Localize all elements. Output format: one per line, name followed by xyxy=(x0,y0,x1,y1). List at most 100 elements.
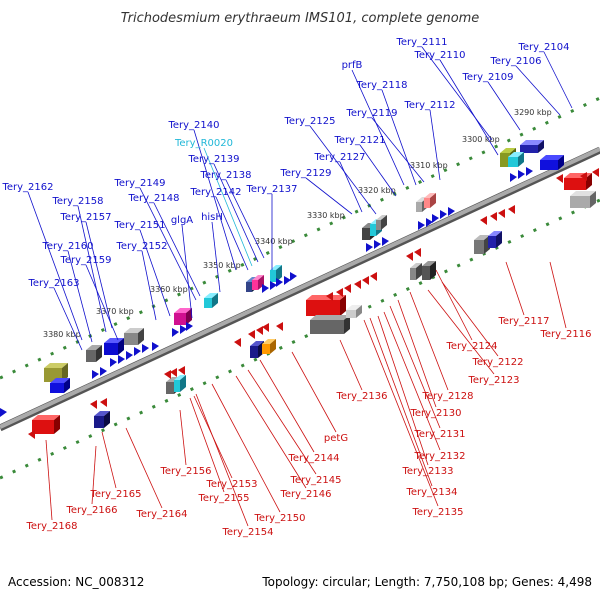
gene-block xyxy=(488,231,502,248)
gene-block xyxy=(310,315,350,334)
label-leader-line xyxy=(247,369,317,475)
forward-arrow xyxy=(276,278,283,287)
label-leader-line xyxy=(409,291,449,391)
kbp-tick-label: 3330 kbp xyxy=(307,211,345,220)
forward-arrow xyxy=(0,408,7,417)
reverse-arrow xyxy=(580,172,587,181)
label-leader-line xyxy=(139,229,171,317)
gene-label: Tery_2165 xyxy=(89,489,141,500)
reverse-arrow xyxy=(370,272,377,281)
label-leader-line xyxy=(189,397,225,493)
reverse-arrow xyxy=(164,370,171,379)
label-leader-line xyxy=(85,264,119,341)
label-leader-line xyxy=(377,315,429,466)
label-leader-line xyxy=(389,305,441,429)
reverse-arrow xyxy=(508,205,515,214)
gene-block xyxy=(474,235,490,254)
gene-label: Tery_2154 xyxy=(221,527,273,538)
label-leader-line xyxy=(141,250,157,321)
forward-arrow xyxy=(100,367,107,376)
gene-label: Tery_2159 xyxy=(59,255,111,266)
gene-label: Tery_2125 xyxy=(283,116,335,127)
forward-arrow xyxy=(110,358,117,367)
gene-block xyxy=(346,305,362,318)
label-leader-line xyxy=(85,221,113,329)
gene-label: Tery_2123 xyxy=(467,375,519,386)
gene-label: Tery_2135 xyxy=(411,507,463,518)
reverse-arrow xyxy=(234,338,241,347)
genome-backbone xyxy=(0,147,600,429)
label-leader-line xyxy=(235,375,307,489)
label-leader-line xyxy=(339,339,363,391)
reverse-arrow xyxy=(556,174,563,183)
gene-label: Tery_2163 xyxy=(27,278,79,289)
reverse-arrow xyxy=(100,398,107,407)
label-leader-line xyxy=(211,383,281,513)
label-leader-line xyxy=(427,289,495,375)
forward-arrow xyxy=(366,243,373,252)
accession-text: Accession: NC_008312 xyxy=(8,575,144,589)
gene-label: Tery_2106 xyxy=(489,56,541,67)
label-leader-line xyxy=(27,191,83,341)
gene-label: Tery_2124 xyxy=(445,341,497,352)
gene-label: Tery_2153 xyxy=(205,479,257,490)
reverse-arrow xyxy=(414,248,421,257)
gene-label: Tery_2118 xyxy=(355,80,407,91)
label-leader-line xyxy=(397,299,437,408)
gene-block xyxy=(422,261,436,280)
gene-label: Tery_2136 xyxy=(335,391,387,402)
forward-gene-block xyxy=(540,155,564,170)
label-leader-line xyxy=(211,221,221,293)
rna-feature-block xyxy=(204,293,218,308)
label-leader-line xyxy=(181,224,193,319)
gene-label: Tery_2137 xyxy=(245,184,297,195)
gene-label: petG xyxy=(324,433,348,444)
forward-arrow xyxy=(172,328,179,337)
gene-label: Tery_2130 xyxy=(409,408,461,419)
label-leader-line xyxy=(487,81,521,131)
gene-label: Tery_2127 xyxy=(313,152,365,163)
label-leader-line xyxy=(101,431,117,489)
forward-arrow xyxy=(180,325,187,334)
reverse-arrow xyxy=(90,400,97,409)
gene-label: Tery_2139 xyxy=(187,154,239,165)
label-leader-line xyxy=(543,51,573,109)
label-leader-line xyxy=(421,46,493,141)
label-leader-line xyxy=(505,261,525,316)
gene-label: Tery_2132 xyxy=(413,451,465,462)
label-leader-line xyxy=(351,69,405,186)
label-leader-line xyxy=(309,125,377,215)
kbp-tick-label: 3340 kbp xyxy=(255,237,293,246)
forward-arrow xyxy=(526,167,533,176)
forward-arrow xyxy=(118,355,125,364)
kbp-ruler: 3290 kbp 3300 kbp 3310 kbp 3320 kbp 3330 kbp… xyxy=(43,108,552,339)
gene-label: Tery_2116 xyxy=(539,329,591,340)
forward-gene-block xyxy=(174,308,192,325)
label-leader-line xyxy=(441,281,499,357)
gene-label: Tery_2160 xyxy=(41,241,93,252)
gene-labels: Tery_2104 Tery_2106 Tery_2109 Tery_2110 Tery… xyxy=(1,37,591,538)
reverse-arrow xyxy=(480,216,487,225)
kbp-tick-label: 3360 kbp xyxy=(150,285,188,294)
forward-arrow xyxy=(134,347,141,356)
reverse-arrow xyxy=(498,209,505,218)
gene-label: Tery_2121 xyxy=(333,135,385,146)
gene-label: Tery_2155 xyxy=(197,493,249,504)
forward-arrow xyxy=(142,344,149,353)
label-leader-line xyxy=(363,319,439,507)
forward-arrow xyxy=(510,173,517,182)
gene-label: Tery_2162 xyxy=(1,182,53,193)
label-leader-line xyxy=(91,445,97,505)
reverse-gene-block xyxy=(564,173,592,190)
label-leader-line xyxy=(383,311,441,451)
gene-label: Tery_2138 xyxy=(199,170,251,181)
label-leader-line xyxy=(153,202,201,297)
forward-gene-block xyxy=(520,140,544,153)
gene-label: Tery_2149 xyxy=(113,178,165,189)
forward-arrow xyxy=(432,214,439,223)
rna-feature-block xyxy=(174,375,186,392)
label-leader-line xyxy=(435,269,473,341)
label-leader-line xyxy=(193,129,237,271)
label-leader-line xyxy=(139,187,197,301)
